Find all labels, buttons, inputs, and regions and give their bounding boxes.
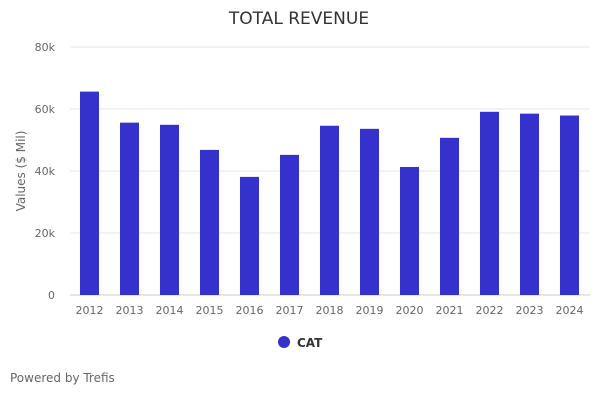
bar-2012 (80, 91, 99, 295)
x-tick-label: 2013 (116, 304, 144, 317)
bar-2018 (320, 125, 339, 296)
x-tick-label: 2023 (516, 304, 544, 317)
bar-2023 (520, 113, 539, 296)
powered-by-footer: Powered by Trefis (10, 371, 115, 385)
bar-2014 (160, 124, 179, 295)
x-tick-label: 2018 (316, 304, 344, 317)
y-tick-label: 80k (35, 41, 56, 54)
x-tick-label: 2015 (196, 304, 224, 317)
x-tick-label: 2016 (236, 304, 264, 317)
x-tick-label: 2022 (476, 304, 504, 317)
bar-2022 (480, 111, 499, 295)
y-tick-label: 20k (35, 227, 56, 240)
x-tick-label: 2024 (556, 304, 584, 317)
chart-title: TOTAL REVENUE (228, 9, 369, 29)
legend-label[interactable]: CAT (297, 336, 323, 350)
legend-marker (278, 336, 290, 348)
x-tick-label: 2021 (436, 304, 464, 317)
legend[interactable]: CAT (278, 336, 323, 350)
x-tick-label: 2012 (76, 304, 104, 317)
x-tick-label: 2014 (156, 304, 184, 317)
y-tick-label: 0 (48, 289, 55, 302)
bar-2016 (240, 176, 259, 295)
y-axis-label: Values ($ Mil) (14, 131, 28, 212)
bar-2021 (440, 137, 459, 295)
y-tick-label: 60k (35, 103, 56, 116)
y-tick-label: 40k (35, 165, 56, 178)
x-tick-label: 2020 (396, 304, 424, 317)
bar-2013 (120, 122, 139, 295)
x-tick-label: 2019 (356, 304, 384, 317)
bar-2020 (400, 166, 419, 295)
bar-2024 (560, 115, 579, 295)
x-tick-label: 2017 (276, 304, 304, 317)
bar-2017 (280, 154, 299, 295)
bar-2015 (200, 149, 219, 295)
bar-2019 (360, 128, 379, 295)
